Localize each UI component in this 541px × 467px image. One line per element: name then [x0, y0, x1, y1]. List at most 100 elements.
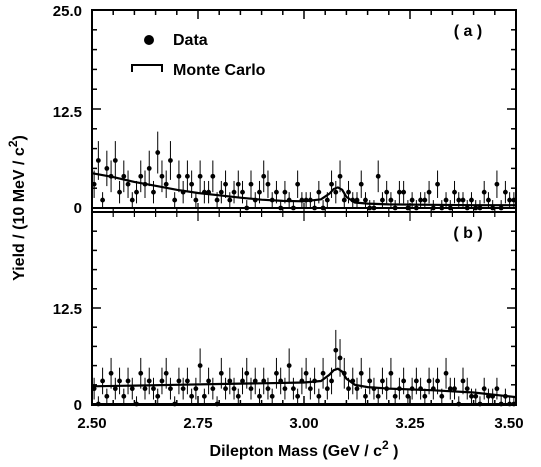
data-point	[227, 197, 233, 203]
data-point	[363, 393, 368, 399]
data-point	[168, 386, 173, 392]
data-point	[397, 189, 402, 195]
data-point	[337, 173, 343, 179]
data-point	[257, 189, 262, 195]
data-point	[227, 378, 233, 384]
data-point	[252, 378, 258, 384]
legend: Data Monte Carlo	[131, 32, 266, 79]
data-point	[129, 386, 135, 392]
x-axis-title: Dilepton Mass (GeV / c2 )	[210, 438, 399, 460]
data-point	[494, 181, 500, 187]
data-point	[358, 370, 364, 376]
panel-a-error-bars	[92, 131, 516, 209]
y-tick-label-a-zero: 0	[74, 200, 82, 217]
x-tick-label-3: 3.00	[289, 415, 318, 432]
data-point	[210, 173, 216, 179]
data-point	[447, 386, 453, 392]
data-point	[435, 378, 440, 384]
data-point	[223, 386, 228, 392]
data-point	[477, 401, 483, 407]
data-point	[214, 401, 220, 407]
data-point	[388, 197, 394, 203]
data-point	[426, 378, 432, 384]
panel-b-error-bars	[92, 329, 516, 405]
data-point	[312, 205, 317, 211]
data-point	[138, 173, 144, 179]
data-point	[235, 181, 241, 187]
legend-mc-line	[131, 64, 163, 72]
data-point	[282, 386, 288, 392]
panel-a-data-points	[91, 150, 517, 211]
data-point	[104, 393, 110, 399]
data-point	[486, 197, 491, 203]
axis-ticks	[91, 9, 517, 405]
data-point	[460, 378, 466, 384]
data-point	[367, 378, 373, 384]
data-point	[464, 386, 470, 392]
data-point	[286, 363, 292, 368]
data-point	[261, 173, 267, 179]
data-point	[168, 158, 173, 163]
data-point	[464, 205, 470, 211]
data-point	[235, 393, 241, 399]
data-point	[100, 378, 105, 384]
data-point	[159, 173, 165, 179]
data-point	[346, 386, 351, 392]
data-point	[159, 378, 165, 384]
data-point	[231, 189, 237, 195]
data-point	[329, 378, 334, 384]
data-point	[337, 355, 343, 361]
data-point	[447, 205, 453, 211]
data-point	[176, 378, 182, 384]
data-point	[413, 378, 419, 384]
data-point	[405, 393, 411, 399]
data-point	[443, 197, 449, 203]
data-point	[121, 173, 127, 179]
data-point	[422, 393, 428, 399]
data-point	[172, 197, 178, 203]
data-point	[456, 401, 462, 407]
data-point	[129, 197, 135, 203]
data-point	[231, 386, 237, 392]
data-point	[452, 386, 457, 392]
data-point	[507, 401, 513, 407]
data-point	[430, 205, 436, 211]
data-point	[511, 401, 517, 407]
data-point	[193, 197, 199, 203]
data-point	[108, 370, 114, 376]
data-point	[341, 197, 347, 203]
data-point	[197, 363, 203, 368]
data-point	[163, 370, 169, 376]
data-point	[265, 181, 271, 187]
data-point	[121, 393, 127, 399]
data-point	[274, 189, 279, 195]
data-point	[490, 205, 496, 211]
data-point	[303, 370, 309, 376]
data-point	[176, 173, 182, 179]
panel-label-b: ( b )	[453, 225, 482, 242]
x-tick-label-4: 3.25	[395, 415, 424, 432]
data-point	[112, 386, 118, 392]
data-point	[367, 205, 373, 211]
data-point	[210, 386, 216, 392]
data-point	[346, 189, 351, 195]
data-point	[104, 166, 110, 171]
panel-a-monte-carlo-curve	[91, 172, 516, 207]
data-point	[223, 181, 228, 187]
data-point	[100, 197, 105, 203]
data-point	[240, 378, 245, 384]
data-point	[333, 347, 339, 353]
data-point	[401, 189, 407, 195]
data-point	[189, 181, 195, 187]
data-point	[218, 370, 224, 376]
data-point	[460, 197, 466, 203]
data-point	[316, 393, 322, 399]
data-point	[333, 189, 339, 195]
data-point	[163, 181, 169, 187]
data-point	[392, 393, 398, 399]
data-point	[307, 386, 313, 392]
data-point	[193, 386, 199, 392]
data-point	[354, 197, 360, 203]
data-point	[151, 189, 156, 195]
data-point	[507, 197, 513, 203]
